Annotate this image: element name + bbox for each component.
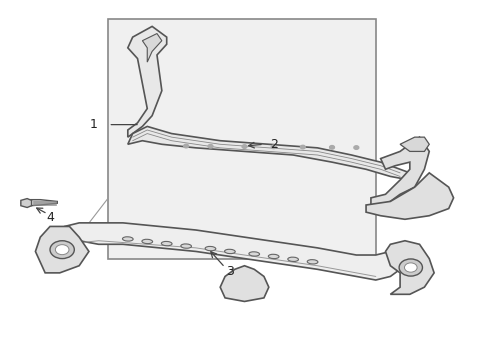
Ellipse shape [122, 237, 133, 241]
Ellipse shape [181, 244, 191, 248]
Circle shape [353, 146, 358, 149]
Ellipse shape [224, 249, 235, 253]
FancyBboxPatch shape [108, 19, 375, 258]
Circle shape [329, 145, 334, 149]
Polygon shape [127, 126, 409, 180]
Circle shape [242, 145, 246, 148]
Circle shape [404, 263, 416, 272]
Polygon shape [127, 26, 166, 137]
Text: 1: 1 [90, 118, 98, 131]
Circle shape [300, 145, 305, 149]
Polygon shape [370, 137, 428, 205]
Circle shape [207, 144, 212, 148]
Ellipse shape [306, 260, 317, 264]
Polygon shape [21, 200, 57, 206]
Circle shape [50, 241, 74, 258]
Ellipse shape [142, 239, 152, 244]
Text: 4: 4 [46, 211, 54, 224]
Polygon shape [220, 266, 268, 301]
Ellipse shape [248, 252, 259, 256]
Polygon shape [366, 173, 453, 219]
Polygon shape [399, 137, 428, 152]
Ellipse shape [161, 242, 172, 246]
Ellipse shape [268, 254, 279, 258]
Polygon shape [21, 199, 31, 207]
Circle shape [55, 245, 69, 255]
Polygon shape [142, 33, 162, 62]
Circle shape [398, 259, 422, 276]
Polygon shape [50, 223, 409, 280]
Text: 2: 2 [269, 138, 277, 151]
Polygon shape [385, 241, 433, 294]
Circle shape [271, 145, 276, 149]
Ellipse shape [204, 247, 215, 251]
Circle shape [183, 144, 188, 148]
Text: 3: 3 [225, 265, 233, 278]
Polygon shape [35, 226, 89, 273]
Ellipse shape [287, 257, 298, 261]
